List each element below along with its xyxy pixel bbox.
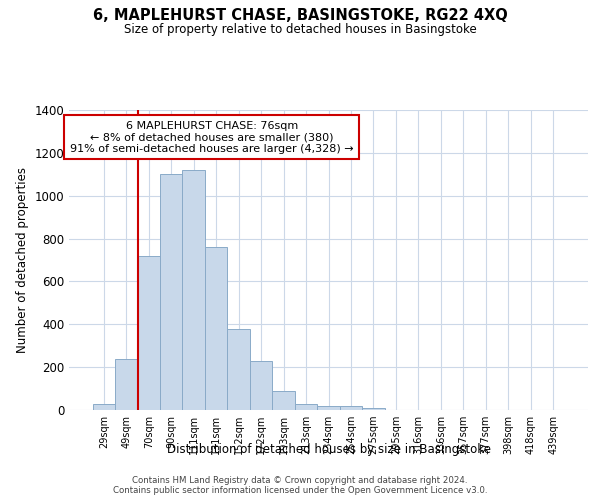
Text: 6, MAPLEHURST CHASE, BASINGSTOKE, RG22 4XQ: 6, MAPLEHURST CHASE, BASINGSTOKE, RG22 4… <box>92 8 508 22</box>
Text: Distribution of detached houses by size in Basingstoke: Distribution of detached houses by size … <box>167 442 491 456</box>
Y-axis label: Number of detached properties: Number of detached properties <box>16 167 29 353</box>
Bar <box>295 404 317 410</box>
Bar <box>227 328 250 410</box>
Bar <box>250 360 272 410</box>
Bar <box>205 247 227 410</box>
Text: Size of property relative to detached houses in Basingstoke: Size of property relative to detached ho… <box>124 23 476 36</box>
Bar <box>92 404 115 410</box>
Bar <box>340 406 362 410</box>
Text: Contains HM Land Registry data © Crown copyright and database right 2024.
Contai: Contains HM Land Registry data © Crown c… <box>113 476 487 495</box>
Text: 6 MAPLEHURST CHASE: 76sqm
← 8% of detached houses are smaller (380)
91% of semi-: 6 MAPLEHURST CHASE: 76sqm ← 8% of detach… <box>70 120 353 154</box>
Bar <box>272 390 295 410</box>
Bar <box>182 170 205 410</box>
Bar <box>160 174 182 410</box>
Bar <box>115 358 137 410</box>
Bar <box>317 406 340 410</box>
Bar <box>137 256 160 410</box>
Bar <box>362 408 385 410</box>
